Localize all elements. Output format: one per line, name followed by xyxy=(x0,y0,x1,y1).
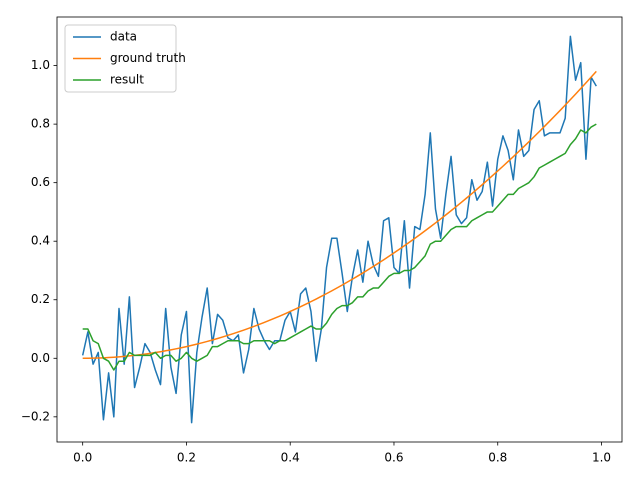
y-tick-label: 1.0 xyxy=(31,58,50,72)
y-tick-label: 0.6 xyxy=(31,175,50,189)
legend-label: data xyxy=(110,30,137,44)
x-tick-label: 1.0 xyxy=(592,451,611,465)
data-line xyxy=(82,70,597,360)
legend-box xyxy=(64,24,177,93)
x-tick-label: 0.8 xyxy=(488,451,507,465)
legend: data ground truth result xyxy=(64,24,186,93)
x-tick-label: 0.6 xyxy=(384,451,403,465)
data-line xyxy=(82,123,597,371)
y-tick-label: 0.0 xyxy=(31,351,50,365)
y-tick-label: 0.4 xyxy=(31,234,50,248)
legend-label: result xyxy=(110,73,144,87)
x-tick-label: 0.2 xyxy=(177,451,196,465)
data-line xyxy=(81,35,597,424)
y-tick-label: 0.8 xyxy=(31,117,50,131)
y-tick-label: 0.2 xyxy=(31,292,50,306)
legend-label: ground truth xyxy=(110,51,186,65)
x-tick-label: 0.0 xyxy=(73,451,92,465)
x-tick-label: 0.4 xyxy=(281,451,300,465)
axes-frame xyxy=(56,16,623,443)
y-tick-label: −0.2 xyxy=(21,409,50,423)
